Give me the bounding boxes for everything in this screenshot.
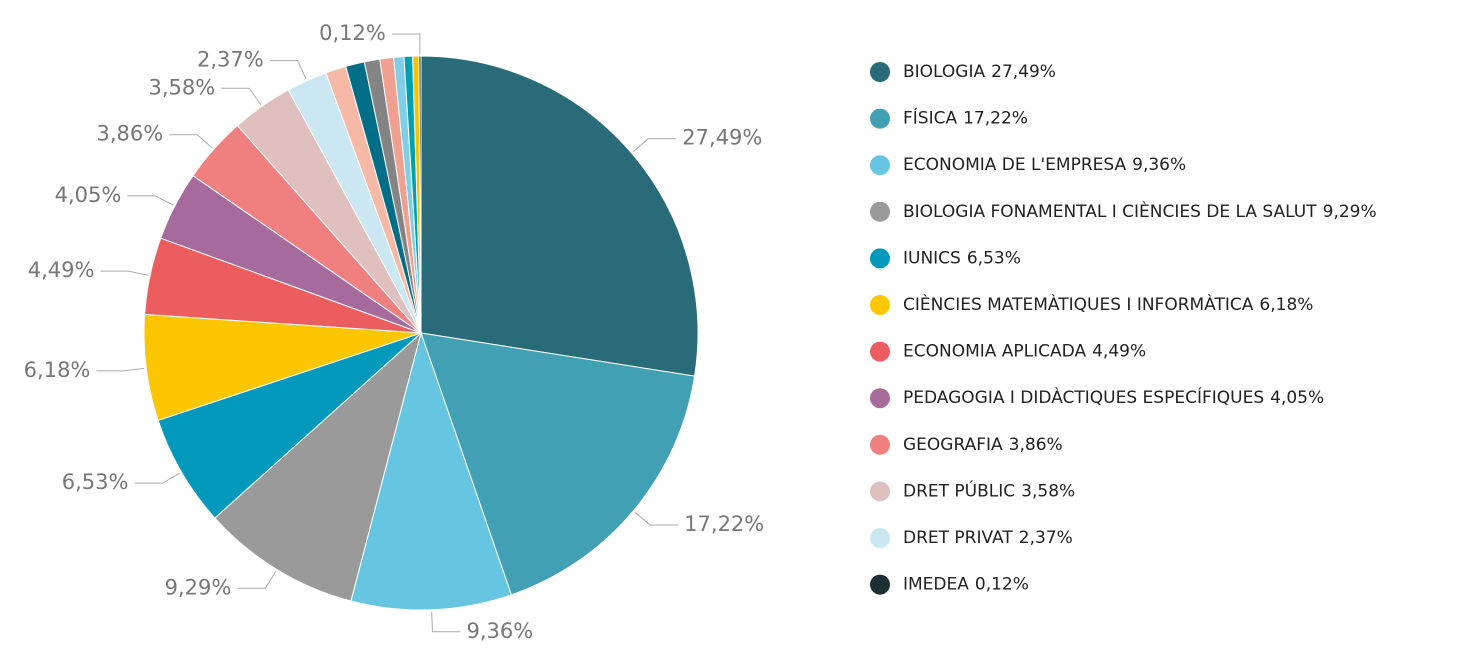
data-label: 6,53% xyxy=(62,470,129,494)
leader-line xyxy=(134,472,180,484)
legend-value: 17,22% xyxy=(963,109,1028,129)
legend-swatch xyxy=(870,574,890,595)
legend-value: 3,58% xyxy=(1021,481,1075,501)
legend-value: 6,53% xyxy=(967,248,1021,268)
legend-label: PEDAGOGIA I DIDÀCTIQUES ESPECÍFIQUES 4,05… xyxy=(903,386,1324,408)
legend-swatch xyxy=(870,155,890,176)
legend-value: 4,49% xyxy=(1092,342,1146,362)
data-label: 6,18% xyxy=(24,358,91,382)
pie-slice xyxy=(418,55,422,334)
legend-swatch xyxy=(870,388,890,409)
legend-label: IUNICS 6,53% xyxy=(903,248,1021,268)
legend-label: ECONOMIA DE L'EMPRESA 9,36% xyxy=(903,155,1186,175)
legend-swatch xyxy=(870,62,890,82)
legend-value: 6,18% xyxy=(1259,295,1313,315)
legend-swatch xyxy=(870,295,890,315)
pie-slice xyxy=(420,332,696,596)
legend-name: DRET PRIVAT xyxy=(903,528,1013,548)
leader-line xyxy=(391,33,421,55)
data-label: 17,22% xyxy=(684,512,764,536)
legend-swatch xyxy=(870,434,890,455)
legend-item: BIOLOGIA FONAMENTAL I CIÈNCIES DE LA SAL… xyxy=(870,200,1377,222)
data-label: 3,58% xyxy=(149,75,216,99)
legend-label: BIOLOGIA FONAMENTAL I CIÈNCIES DE LA SAL… xyxy=(903,200,1377,222)
legend-name: DRET PÚBLIC xyxy=(903,479,1015,501)
legend-swatch xyxy=(870,201,890,222)
legend-item: IUNICS 6,53% xyxy=(870,248,1021,269)
legend-name: ECONOMIA DE L'EMPRESA xyxy=(903,155,1127,175)
legend-name: BIOLOGIA xyxy=(903,62,985,82)
legend-label: IMEDEA 0,12% xyxy=(903,575,1029,595)
leader-line xyxy=(632,138,677,153)
data-label: 2,37% xyxy=(197,48,264,72)
legend-name: FÍSICA xyxy=(903,107,957,129)
legend-name: PEDAGOGIA I DIDÀCTIQUES ESPECÍFIQUES xyxy=(903,386,1264,408)
legend-value: 4,05% xyxy=(1270,388,1324,408)
legend-item: ECONOMIA APLICADA 4,49% xyxy=(870,341,1146,362)
leader-line xyxy=(237,570,277,589)
legend-item: ECONOMIA DE L'EMPRESA 9,36% xyxy=(870,155,1186,176)
legend-name: BIOLOGIA FONAMENTAL I CIÈNCIES DE LA SAL… xyxy=(903,200,1317,222)
legend-item: FÍSICA 17,22% xyxy=(870,107,1028,129)
legend-swatch xyxy=(870,108,890,129)
data-label: 4,49% xyxy=(28,258,95,282)
legend-item: CIÈNCIES MATEMÀTIQUES I INFORMÀTICA 6,18% xyxy=(870,293,1313,315)
data-label: 27,49% xyxy=(682,126,762,150)
legend-name: CIÈNCIES MATEMÀTIQUES I INFORMÀTICA xyxy=(903,293,1254,315)
legend-label: CIÈNCIES MATEMÀTIQUES I INFORMÀTICA 6,18% xyxy=(903,293,1313,315)
legend-value: 0,12% xyxy=(975,575,1029,595)
leader-line xyxy=(269,60,307,80)
pie-slice xyxy=(157,332,422,519)
legend-label: FÍSICA 17,22% xyxy=(903,107,1028,129)
legend-label: ECONOMIA APLICADA 4,49% xyxy=(903,342,1146,362)
legend-value: 3,86% xyxy=(1009,435,1063,455)
leader-line xyxy=(96,367,145,372)
legend-name: IMEDEA xyxy=(903,575,969,595)
legend-name: IUNICS xyxy=(903,248,961,268)
leader-line xyxy=(100,270,149,276)
legend-value: 2,37% xyxy=(1019,528,1073,548)
legend-item: DRET PRIVAT 2,37% xyxy=(870,528,1073,548)
pie-slice xyxy=(350,331,513,611)
legend-label: DRET PRIVAT 2,37% xyxy=(903,528,1073,548)
data-label: 9,36% xyxy=(466,619,533,643)
data-label: 3,86% xyxy=(96,122,163,146)
legend-item: IMEDEA 0,12% xyxy=(870,574,1029,595)
legend-item: GEOGRAFIA 3,86% xyxy=(870,434,1063,455)
leader-line xyxy=(169,134,213,149)
legend-value: 9,29% xyxy=(1323,202,1377,222)
data-label: 0,12% xyxy=(319,21,386,45)
legend-swatch xyxy=(870,528,890,548)
data-label: 9,29% xyxy=(165,575,232,599)
data-label: 4,05% xyxy=(55,183,122,207)
legend-item: DRET PÚBLIC 3,58% xyxy=(870,479,1075,502)
legend-swatch xyxy=(870,481,890,502)
legend-name: GEOGRAFIA xyxy=(903,435,1003,455)
leader-line xyxy=(221,87,262,105)
legend-value: 27,49% xyxy=(991,62,1056,82)
leader-line xyxy=(431,611,461,633)
leader-line xyxy=(634,511,679,526)
legend-label: BIOLOGIA 27,49% xyxy=(903,62,1056,82)
legend-item: BIOLOGIA 27,49% xyxy=(870,62,1056,82)
legend-name: ECONOMIA APLICADA xyxy=(903,342,1086,362)
pie-slice xyxy=(214,331,422,602)
leader-line xyxy=(127,195,174,206)
legend-label: DRET PÚBLIC 3,58% xyxy=(903,479,1075,501)
legend-value: 9,36% xyxy=(1132,155,1186,175)
legend-swatch xyxy=(870,341,890,362)
legend-label: GEOGRAFIA 3,86% xyxy=(903,435,1063,455)
pie-slice xyxy=(420,55,699,377)
legend-swatch xyxy=(870,248,890,269)
legend-item: PEDAGOGIA I DIDÀCTIQUES ESPECÍFIQUES 4,05… xyxy=(870,386,1324,409)
